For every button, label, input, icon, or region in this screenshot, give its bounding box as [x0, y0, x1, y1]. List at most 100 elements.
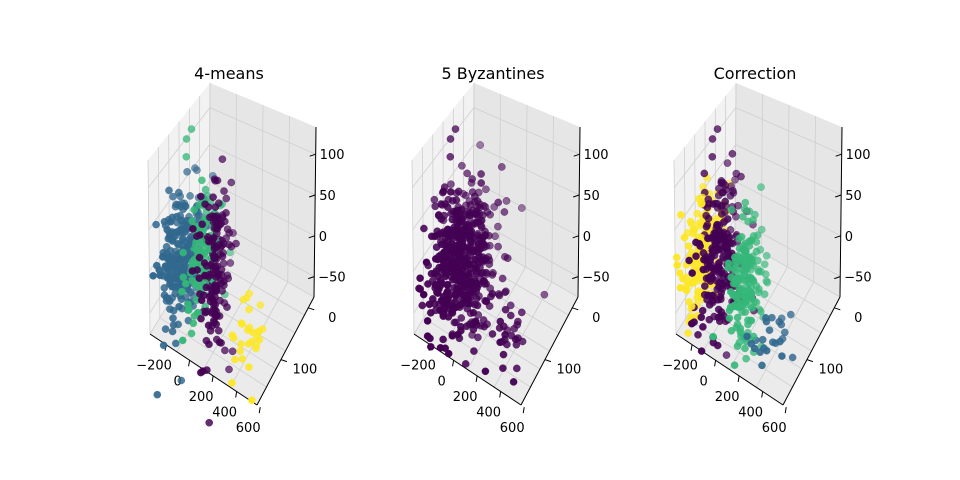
- x-tick-label: 400: [476, 406, 501, 421]
- point-purple: [513, 364, 521, 373]
- point-purple: [498, 274, 507, 283]
- point-purple: [450, 318, 459, 327]
- x-tick-label: −200: [400, 359, 436, 374]
- point-blue: [174, 188, 183, 197]
- point-purple: [495, 324, 504, 332]
- x-tick-label: 200: [189, 390, 214, 405]
- point-purple: [699, 323, 707, 331]
- point-blue: [177, 376, 186, 385]
- point-purple: [197, 314, 205, 323]
- point-blue: [165, 186, 173, 195]
- point-green: [762, 277, 771, 285]
- point-purple: [699, 249, 708, 257]
- point-purple: [703, 203, 712, 212]
- point-purple: [446, 152, 455, 161]
- point-purple: [211, 203, 220, 211]
- point-green: [731, 253, 739, 262]
- point-purple: [214, 241, 223, 249]
- point-purple: [458, 265, 467, 274]
- point-green: [190, 312, 199, 320]
- point-purple: [202, 283, 211, 292]
- point-green: [709, 332, 717, 341]
- grid-line: [203, 266, 262, 370]
- point-blue: [169, 321, 178, 329]
- point-purple: [471, 255, 480, 264]
- point-purple: [454, 241, 462, 250]
- point-purple: [481, 367, 490, 376]
- point-purple: [477, 170, 485, 178]
- point-blue: [178, 265, 186, 274]
- x-tick: [522, 407, 525, 414]
- point-purple: [218, 155, 227, 163]
- point-purple: [514, 317, 522, 326]
- point-purple: [685, 256, 693, 265]
- point-blue: [180, 258, 188, 267]
- point-purple: [456, 301, 465, 309]
- point-purple: [482, 297, 491, 305]
- scatter-points: [415, 125, 549, 386]
- point-purple: [501, 305, 510, 314]
- y-tick-label: 0: [592, 311, 600, 326]
- grid-line: [729, 266, 788, 370]
- point-purple: [503, 254, 512, 263]
- point-green: [744, 217, 752, 226]
- point-purple: [697, 313, 706, 322]
- chart-title: Correction: [714, 64, 797, 83]
- point-purple: [232, 239, 240, 248]
- point-purple: [540, 290, 549, 299]
- point-purple: [713, 125, 722, 133]
- point-purple: [195, 274, 204, 283]
- z-tick-label: 0: [845, 230, 853, 245]
- point-green: [727, 273, 736, 282]
- point-purple: [431, 202, 440, 211]
- x-tick-label: 600: [762, 421, 787, 436]
- x-tick-label: 400: [212, 406, 237, 421]
- point-purple: [468, 175, 477, 183]
- point-purple: [195, 253, 204, 262]
- point-yellow: [237, 319, 246, 327]
- point-purple: [434, 289, 442, 297]
- point-yellow: [245, 305, 253, 314]
- point-purple: [704, 234, 712, 243]
- point-purple: [725, 233, 734, 241]
- point-blue: [179, 205, 187, 213]
- point-green: [187, 125, 196, 133]
- point-purple: [225, 365, 233, 374]
- point-purple: [463, 221, 471, 229]
- point-purple: [476, 203, 484, 212]
- grid-line: [176, 251, 236, 352]
- point-green: [749, 332, 758, 341]
- point-purple: [227, 178, 236, 187]
- point-green: [762, 270, 770, 279]
- point-blue: [765, 326, 774, 335]
- point-purple: [488, 330, 497, 338]
- x-axis-line: [675, 333, 784, 406]
- point-purple: [457, 216, 466, 225]
- z-tick: [308, 235, 315, 239]
- point-purple: [723, 159, 732, 167]
- point-blue: [175, 302, 183, 311]
- point-purple: [714, 295, 722, 304]
- point-blue: [185, 235, 194, 244]
- point-purple: [473, 279, 481, 288]
- point-purple: [482, 185, 490, 194]
- point-purple: [501, 288, 510, 297]
- scatter-points: [149, 125, 267, 427]
- point-purple: [463, 208, 472, 216]
- point-yellow: [684, 242, 693, 250]
- point-yellow: [689, 229, 697, 238]
- point-green: [749, 232, 758, 240]
- point-purple: [456, 277, 465, 285]
- point-purple: [461, 360, 470, 368]
- point-purple: [222, 194, 231, 203]
- point-purple: [500, 208, 509, 216]
- point-blue: [775, 317, 784, 326]
- point-yellow: [237, 340, 245, 348]
- point-green: [730, 361, 739, 370]
- point-blue: [788, 353, 797, 362]
- point-purple: [717, 235, 725, 243]
- point-blue: [758, 335, 767, 344]
- point-blue: [758, 361, 766, 370]
- point-green: [749, 303, 757, 312]
